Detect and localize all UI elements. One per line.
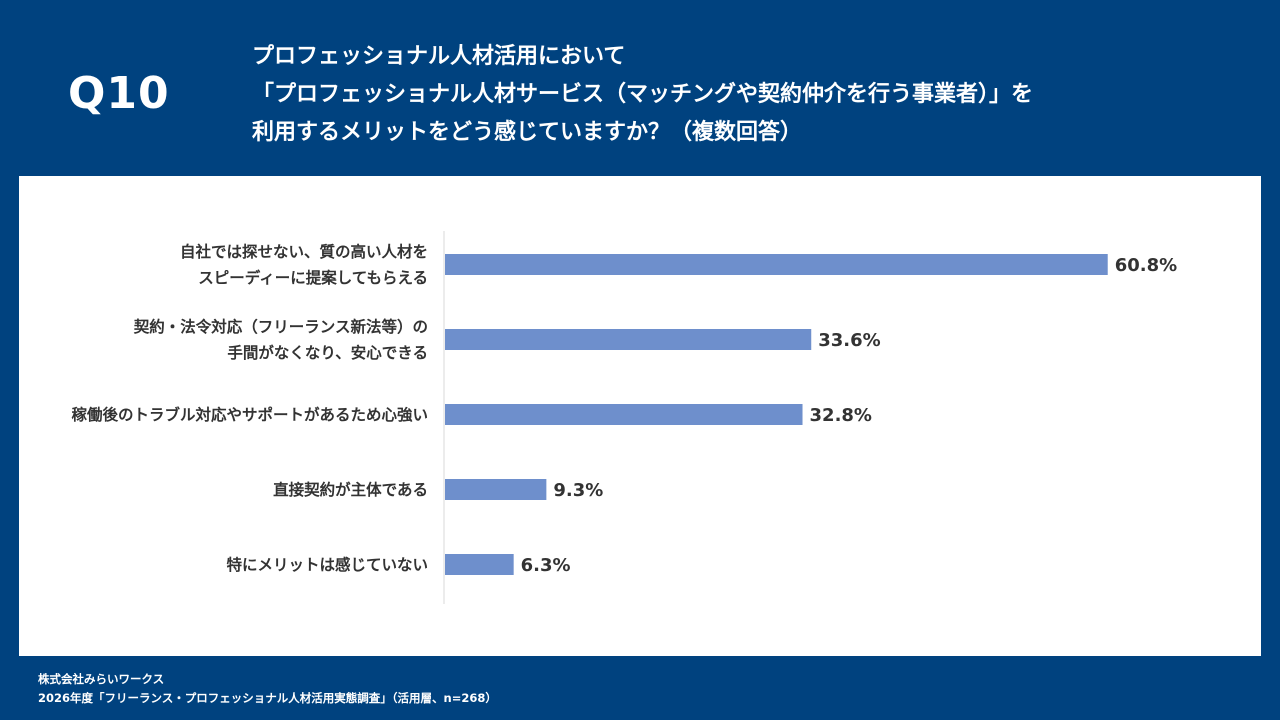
footer-company: 株式会社みらいワークス [38, 672, 165, 686]
category-label-1-line-1: 自社では探せない、質の高い人材を [180, 242, 428, 261]
bar-4 [445, 479, 547, 500]
value-label-3: 32.8% [810, 405, 872, 426]
question-title: プロフェッショナル人材活用において 「プロフェッショナル人材サービス（マッチング… [252, 38, 1242, 152]
question-title-line-1: プロフェッショナル人材活用において [252, 44, 626, 69]
category-label-2-line-2: 手間がなくなり、安心できる [227, 343, 428, 362]
chart-panel: 60.8% 自社では探せない、質の高い人材をスピーディーに提案してもらえる 33.6… [19, 176, 1261, 656]
bar-5 [445, 554, 514, 575]
category-label-3: 稼働後のトラブル対応やサポートがあるため心強い [71, 405, 428, 424]
value-label-1: 60.8% [1115, 255, 1177, 276]
category-label-4: 直接契約が主体である [273, 480, 428, 499]
bar-1 [445, 254, 1108, 275]
value-label-4: 9.3% [553, 480, 603, 501]
footer: 株式会社みらいワークス 2026年度「フリーランス・プロフェッショナル人材活用実… [38, 670, 497, 708]
category-label-2-line-1: 契約・法令対応（フリーランス新法等）の [133, 317, 428, 336]
category-label-5: 特にメリットは感じていない [226, 555, 428, 574]
category-label-1-line-2: スピーディーに提案してもらえる [198, 268, 428, 287]
value-label-2: 33.6% [818, 330, 880, 351]
bar-2 [445, 329, 812, 350]
question-title-line-3: 利用するメリットをどう感じていますか？（複数回答） [252, 120, 803, 145]
question-number: Q10 [68, 68, 170, 119]
footer-source: 2026年度「フリーランス・プロフェッショナル人材活用実態調査」（活用層、n=2… [38, 691, 497, 705]
value-label-5: 6.3% [521, 555, 571, 576]
bar-3 [445, 404, 803, 425]
question-title-line-2: 「プロフェッショナル人材サービス（マッチングや契約仲介を行う事業者）」を [252, 82, 1034, 107]
